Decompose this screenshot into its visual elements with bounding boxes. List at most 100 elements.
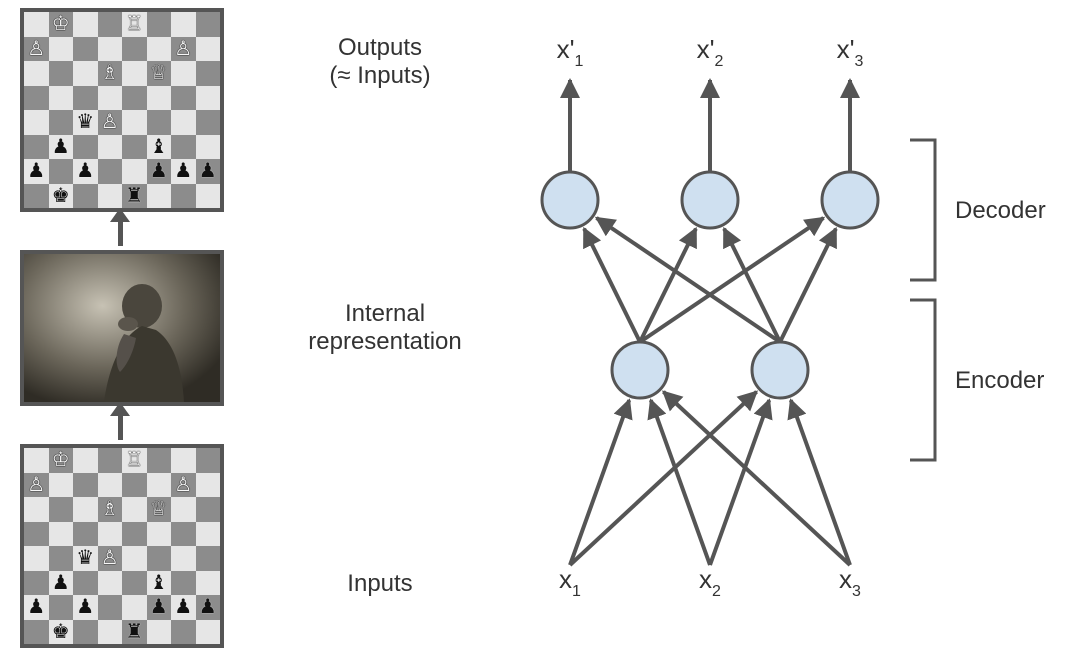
chess-square	[122, 135, 147, 160]
chess-square	[49, 159, 74, 184]
chess-square: ♕	[147, 61, 172, 86]
autoencoder-network: x'1x'2x'3x1x2x3DecoderEncoder	[490, 10, 1070, 642]
chess-square: ♛	[73, 546, 98, 571]
encoder-bracket	[910, 300, 935, 460]
chess-square	[196, 497, 221, 522]
label-outputs-line2: (≈ Inputs)	[280, 62, 480, 90]
chess-square	[24, 546, 49, 571]
input-var-3: x3	[839, 564, 861, 600]
chess-square	[73, 448, 98, 473]
encoder-label: Encoder	[955, 367, 1044, 394]
chess-square	[196, 110, 221, 135]
output-var-3: x'3	[837, 34, 864, 70]
chess-square	[98, 522, 123, 547]
network-edge	[597, 218, 780, 342]
chess-square	[171, 522, 196, 547]
network-edge	[584, 229, 640, 342]
chess-square: ♟	[196, 595, 221, 620]
chess-square	[73, 135, 98, 160]
label-outputs: Outputs (≈ Inputs)	[280, 34, 480, 90]
chess-square	[171, 110, 196, 135]
chess-square: ♖	[122, 448, 147, 473]
chess-square	[122, 546, 147, 571]
chess-square	[147, 620, 172, 645]
diagram-root: ♔♖♙♙♗♕♛♙♟♝♟♟♟♟♟♚♜ ♔♖♙♙♗♕♛♙♟♝♟♟♟♟♟♚♜	[0, 0, 1080, 652]
encoder-node	[612, 342, 668, 398]
chess-square: ♟	[24, 595, 49, 620]
chess-square	[196, 522, 221, 547]
chess-square: ♜	[122, 184, 147, 209]
chess-square	[196, 473, 221, 498]
chess-square	[196, 546, 221, 571]
chess-square	[73, 522, 98, 547]
chess-square	[49, 110, 74, 135]
chess-square: ♔	[49, 448, 74, 473]
chess-square	[171, 620, 196, 645]
chess-square: ♛	[73, 110, 98, 135]
chess-square	[24, 61, 49, 86]
chess-square	[122, 86, 147, 111]
chess-square	[24, 135, 49, 160]
chess-square: ♖	[122, 12, 147, 37]
label-inputs: Inputs	[280, 570, 480, 598]
chess-square: ♟	[196, 159, 221, 184]
chess-square: ♙	[98, 546, 123, 571]
chess-square	[171, 86, 196, 111]
chess-square	[122, 159, 147, 184]
chess-square	[24, 86, 49, 111]
chess-square	[73, 12, 98, 37]
chess-square	[122, 497, 147, 522]
chess-square: ♟	[171, 595, 196, 620]
chess-square	[73, 37, 98, 62]
chess-square	[98, 620, 123, 645]
chess-square	[49, 497, 74, 522]
chess-square	[147, 522, 172, 547]
network-edge	[570, 400, 629, 565]
chess-square	[122, 61, 147, 86]
chess-square	[73, 497, 98, 522]
chess-square	[24, 110, 49, 135]
chess-square	[147, 110, 172, 135]
chess-square	[122, 37, 147, 62]
chess-square	[98, 184, 123, 209]
chess-square	[98, 448, 123, 473]
chess-square	[122, 473, 147, 498]
chess-square	[171, 135, 196, 160]
chess-square: ♙	[171, 473, 196, 498]
chess-square	[196, 61, 221, 86]
decoder-node	[682, 172, 738, 228]
decoder-label: Decoder	[955, 197, 1046, 224]
chess-square	[73, 571, 98, 596]
decoder-node	[542, 172, 598, 228]
chess-square	[49, 61, 74, 86]
chess-square	[73, 184, 98, 209]
chess-square	[49, 86, 74, 111]
network-edge	[663, 392, 850, 565]
chess-square	[147, 184, 172, 209]
network-edge	[791, 400, 850, 565]
chess-square: ♝	[147, 135, 172, 160]
chess-square	[49, 37, 74, 62]
chess-square	[24, 620, 49, 645]
chess-square	[122, 571, 147, 596]
chess-square: ♟	[171, 159, 196, 184]
chess-square	[196, 37, 221, 62]
output-var-2: x'2	[697, 34, 724, 70]
chess-square	[171, 448, 196, 473]
chess-square	[24, 571, 49, 596]
chess-square	[147, 86, 172, 111]
chess-square: ♟	[49, 135, 74, 160]
input-var-1: x1	[559, 564, 581, 600]
chess-square: ♟	[24, 159, 49, 184]
chess-square: ♚	[49, 620, 74, 645]
chess-square: ♗	[98, 61, 123, 86]
chess-square: ♔	[49, 12, 74, 37]
chess-square	[98, 571, 123, 596]
chess-square	[24, 448, 49, 473]
arrow-input-to-thinker	[106, 402, 134, 440]
chess-square: ♝	[147, 571, 172, 596]
chess-square	[147, 473, 172, 498]
chess-square	[196, 12, 221, 37]
chess-square: ♕	[147, 497, 172, 522]
chess-square	[98, 12, 123, 37]
